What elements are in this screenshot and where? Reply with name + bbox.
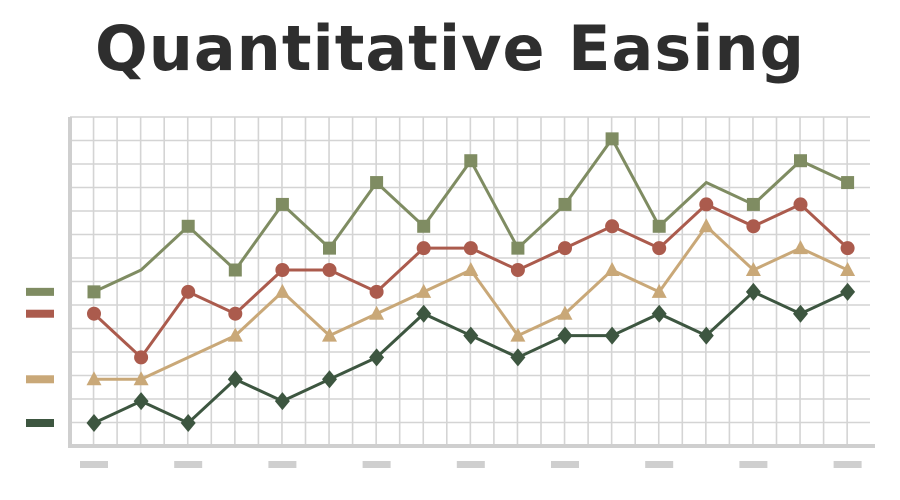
x-tick-placeholder: [268, 461, 297, 468]
x-tick-placeholder: [645, 461, 674, 468]
series-2-point: [369, 284, 384, 299]
series-4-point: [133, 392, 149, 411]
x-tick-placeholder: [80, 461, 108, 468]
x-tick-placeholder: [739, 461, 768, 468]
series-4-point: [416, 304, 432, 323]
legend-swatch-1: [26, 287, 54, 296]
series-2-point: [652, 241, 667, 256]
series-4-point: [180, 414, 196, 432]
chart-series: [86, 132, 856, 432]
series-4-point: [86, 414, 102, 432]
series-4-point: [557, 326, 573, 345]
series-4-point: [745, 282, 761, 301]
series-1-point: [370, 176, 384, 190]
series-1-point: [605, 132, 619, 146]
series-3-point: [745, 262, 761, 276]
series-1-point: [558, 197, 572, 211]
series-4-point: [510, 348, 526, 367]
series-4-point: [698, 326, 714, 345]
series-3-point: [274, 283, 290, 298]
series-1-point: [417, 219, 431, 233]
x-tick-placeholder: [174, 461, 203, 468]
series-2-point: [322, 263, 337, 277]
series-1-point: [794, 154, 807, 168]
series-3-point: [133, 371, 149, 386]
series-2-point: [275, 263, 290, 277]
series-1-point: [841, 176, 855, 190]
x-tick-placeholder: [833, 461, 862, 468]
series-3-point: [227, 327, 243, 342]
series-line-3: [94, 224, 849, 381]
series-3-point: [793, 240, 808, 255]
series-1-point: [87, 285, 101, 299]
series-3-point: [463, 262, 479, 276]
legend-swatch-4: [26, 419, 54, 427]
series-1-point: [746, 197, 760, 211]
series-3-point: [86, 371, 102, 386]
series-2-point: [793, 197, 808, 212]
series-2-point: [746, 219, 761, 234]
series-2-point: [181, 284, 196, 299]
series-1-point: [511, 241, 525, 255]
series-2-point: [510, 263, 525, 277]
chart-title: Quantitative Easing: [95, 12, 805, 85]
series-1-point: [464, 154, 478, 168]
series-4-point: [369, 348, 385, 367]
series-2-point: [228, 306, 243, 321]
series-2-point: [87, 306, 101, 321]
series-1-point: [228, 263, 242, 277]
series-1-point: [652, 219, 666, 233]
series-4-point: [227, 370, 243, 389]
x-tick-placeholder: [456, 461, 485, 468]
series-4-point: [793, 304, 808, 323]
chart-axes: [68, 117, 875, 468]
series-3-point: [840, 262, 856, 276]
chart-legend: [26, 287, 54, 427]
series-2-point: [416, 241, 431, 256]
series-3-point: [698, 218, 714, 233]
series-3-point: [557, 305, 573, 320]
series-4-point: [651, 304, 667, 323]
series-3-point: [369, 305, 385, 320]
series-1-point: [275, 197, 289, 211]
series-3-point: [322, 327, 337, 342]
legend-swatch-2: [26, 309, 54, 318]
series-2-point: [699, 197, 714, 212]
series-2-point: [605, 219, 620, 234]
series-2-point: [558, 241, 572, 256]
series-3-point: [416, 283, 432, 298]
series-2-point: [134, 350, 149, 365]
series-4-point: [604, 326, 620, 345]
series-4-point: [463, 326, 479, 345]
x-tick-placeholder: [551, 461, 579, 468]
series-2-point: [463, 241, 478, 256]
series-4-point: [322, 370, 337, 389]
series-1-point: [323, 241, 336, 255]
series-3-point: [604, 262, 620, 276]
series-3-point: [510, 327, 526, 342]
series-4-point: [840, 282, 856, 301]
x-tick-placeholder: [362, 461, 391, 468]
series-1-point: [181, 219, 195, 233]
series-4-point: [274, 392, 290, 411]
series-3-point: [651, 283, 667, 298]
legend-swatch-3: [26, 375, 54, 384]
chart-grid: [69, 116, 870, 447]
series-2-point: [840, 241, 855, 256]
